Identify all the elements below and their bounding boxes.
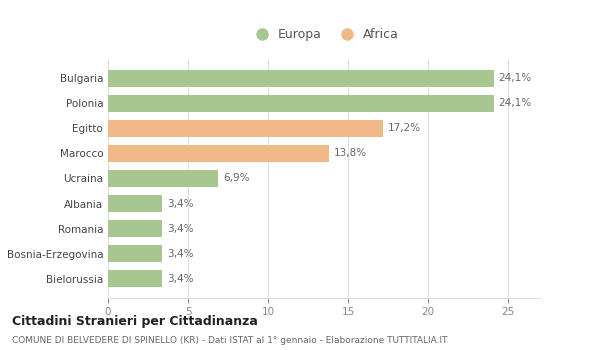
Text: 3,4%: 3,4% — [167, 248, 194, 259]
Bar — [108, 170, 218, 187]
Text: 3,4%: 3,4% — [167, 224, 194, 233]
Bar — [108, 271, 163, 287]
Bar — [108, 70, 494, 86]
Text: COMUNE DI BELVEDERE DI SPINELLO (KR) - Dati ISTAT al 1° gennaio - Elaborazione T: COMUNE DI BELVEDERE DI SPINELLO (KR) - D… — [12, 336, 448, 345]
Text: 24,1%: 24,1% — [499, 74, 532, 83]
Text: 24,1%: 24,1% — [499, 98, 532, 108]
Bar — [108, 195, 163, 212]
Text: 6,9%: 6,9% — [223, 174, 250, 183]
Text: 17,2%: 17,2% — [388, 124, 421, 133]
Bar — [108, 145, 329, 162]
Bar — [108, 95, 494, 112]
Legend: Europa, Africa: Europa, Africa — [244, 23, 404, 46]
Text: 3,4%: 3,4% — [167, 274, 194, 284]
Text: 3,4%: 3,4% — [167, 198, 194, 209]
Bar — [108, 220, 163, 237]
Text: 13,8%: 13,8% — [334, 148, 367, 159]
Text: Cittadini Stranieri per Cittadinanza: Cittadini Stranieri per Cittadinanza — [12, 315, 258, 328]
Bar — [108, 120, 383, 136]
Bar — [108, 245, 163, 262]
